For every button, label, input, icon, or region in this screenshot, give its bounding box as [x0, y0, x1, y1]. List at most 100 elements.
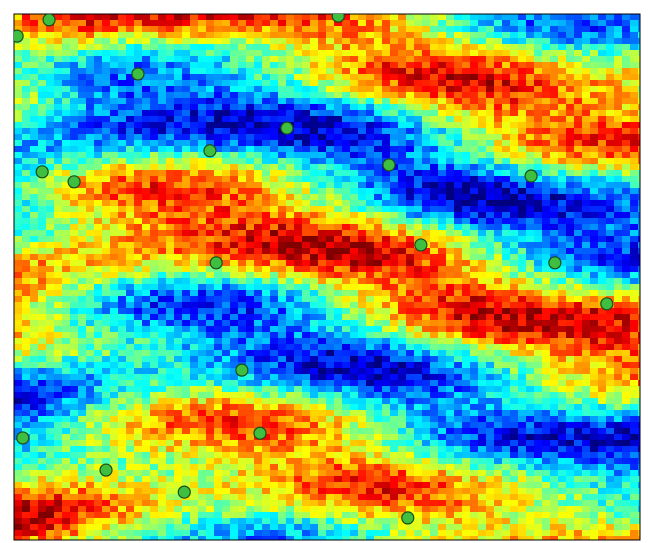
heatmap-cell [182, 50, 190, 56]
heatmap-cell [30, 38, 38, 44]
heatmap-cell [638, 14, 646, 20]
heatmap-cell [558, 224, 566, 230]
heatmap-cell [590, 326, 598, 332]
heatmap-cell [38, 392, 46, 398]
heatmap-cell [414, 230, 422, 236]
heatmap-cell [102, 296, 110, 302]
heatmap-cell [574, 32, 582, 38]
heatmap-cell [454, 146, 462, 152]
heatmap-cell [438, 230, 446, 236]
heatmap-cell [606, 104, 614, 110]
heatmap-cell [630, 110, 638, 116]
heatmap-cell [374, 122, 382, 128]
heatmap-cell [318, 62, 326, 68]
heatmap-cell [630, 296, 638, 302]
heatmap-cell [150, 344, 158, 350]
heatmap-cell [414, 368, 422, 374]
heatmap-cell [38, 182, 46, 188]
heatmap-cell [230, 194, 238, 200]
heatmap-cell [94, 152, 102, 158]
heatmap-cell [102, 116, 110, 122]
heatmap-cell [30, 308, 38, 314]
heatmap-cell [614, 164, 622, 170]
heatmap-cell [446, 284, 454, 290]
heatmap-cell [190, 164, 198, 170]
heatmap-cell [510, 134, 518, 140]
heatmap-cell [182, 206, 190, 212]
heatmap-cell [630, 242, 638, 248]
heatmap-cell [166, 278, 174, 284]
heatmap-cell [398, 332, 406, 338]
heatmap-cell [494, 266, 502, 272]
heatmap-cell [238, 236, 246, 242]
heatmap-cell [30, 128, 38, 134]
heatmap-cell [326, 200, 334, 206]
heatmap-cell [134, 200, 142, 206]
heatmap-cell [326, 272, 334, 278]
heatmap-cell [214, 362, 222, 368]
heatmap-cell [118, 140, 126, 146]
heatmap-cell [422, 188, 430, 194]
heatmap-cell [286, 32, 294, 38]
heatmap-cell [86, 44, 94, 50]
heatmap-cell [382, 14, 390, 20]
heatmap-cell [206, 230, 214, 236]
heatmap-cell [310, 320, 318, 326]
heatmap-cell [574, 80, 582, 86]
heatmap-cell [526, 116, 534, 122]
heatmap-cell [510, 50, 518, 56]
heatmap-cell [614, 50, 622, 56]
heatmap-cell [486, 68, 494, 74]
heatmap-cell [382, 74, 390, 80]
heatmap-cell [366, 110, 374, 116]
heatmap-cell [110, 44, 118, 50]
heatmap-cell [382, 38, 390, 44]
heatmap-cell [198, 80, 206, 86]
heatmap-cell [542, 152, 550, 158]
heatmap-cell [294, 380, 302, 386]
heatmap-cell [246, 26, 254, 32]
heatmap-cell [158, 212, 166, 218]
heatmap-cell [590, 146, 598, 152]
heatmap-cell [630, 14, 638, 20]
heatmap-cell [254, 206, 262, 212]
heatmap-cell [542, 230, 550, 236]
heatmap-cell [158, 62, 166, 68]
heatmap-cell [518, 344, 526, 350]
heatmap-cell [574, 296, 582, 302]
heatmap-cell [558, 218, 566, 224]
heatmap-cell [390, 194, 398, 200]
heatmap-cell [574, 164, 582, 170]
heatmap-cell [214, 170, 222, 176]
heatmap-cell [558, 134, 566, 140]
heatmap-cell [70, 338, 78, 344]
heatmap-cell [198, 32, 206, 38]
heatmap-cell [310, 380, 318, 386]
heatmap-cell [446, 266, 454, 272]
heatmap-cell [198, 314, 206, 320]
heatmap-cell [502, 152, 510, 158]
heatmap-cell [342, 272, 350, 278]
heatmap-cell [390, 308, 398, 314]
heatmap-cell [110, 272, 118, 278]
heatmap-cell [358, 80, 366, 86]
heatmap-cell [54, 338, 62, 344]
heatmap-cell [270, 104, 278, 110]
heatmap-cell [46, 206, 54, 212]
heatmap-cell [574, 182, 582, 188]
heatmap-cell [606, 146, 614, 152]
heatmap-cell [22, 146, 30, 152]
heatmap-cell [342, 314, 350, 320]
heatmap-cell [134, 194, 142, 200]
heatmap-cell [262, 302, 270, 308]
heatmap-cell [342, 320, 350, 326]
heatmap-cell [326, 224, 334, 230]
heatmap-cell [270, 278, 278, 284]
heatmap-cell [246, 218, 254, 224]
heatmap-cell [86, 344, 94, 350]
heatmap-cell [582, 386, 590, 392]
heatmap-cell [494, 80, 502, 86]
heatmap-cell [414, 164, 422, 170]
heatmap-cell [398, 344, 406, 350]
heatmap-cell [294, 20, 302, 26]
